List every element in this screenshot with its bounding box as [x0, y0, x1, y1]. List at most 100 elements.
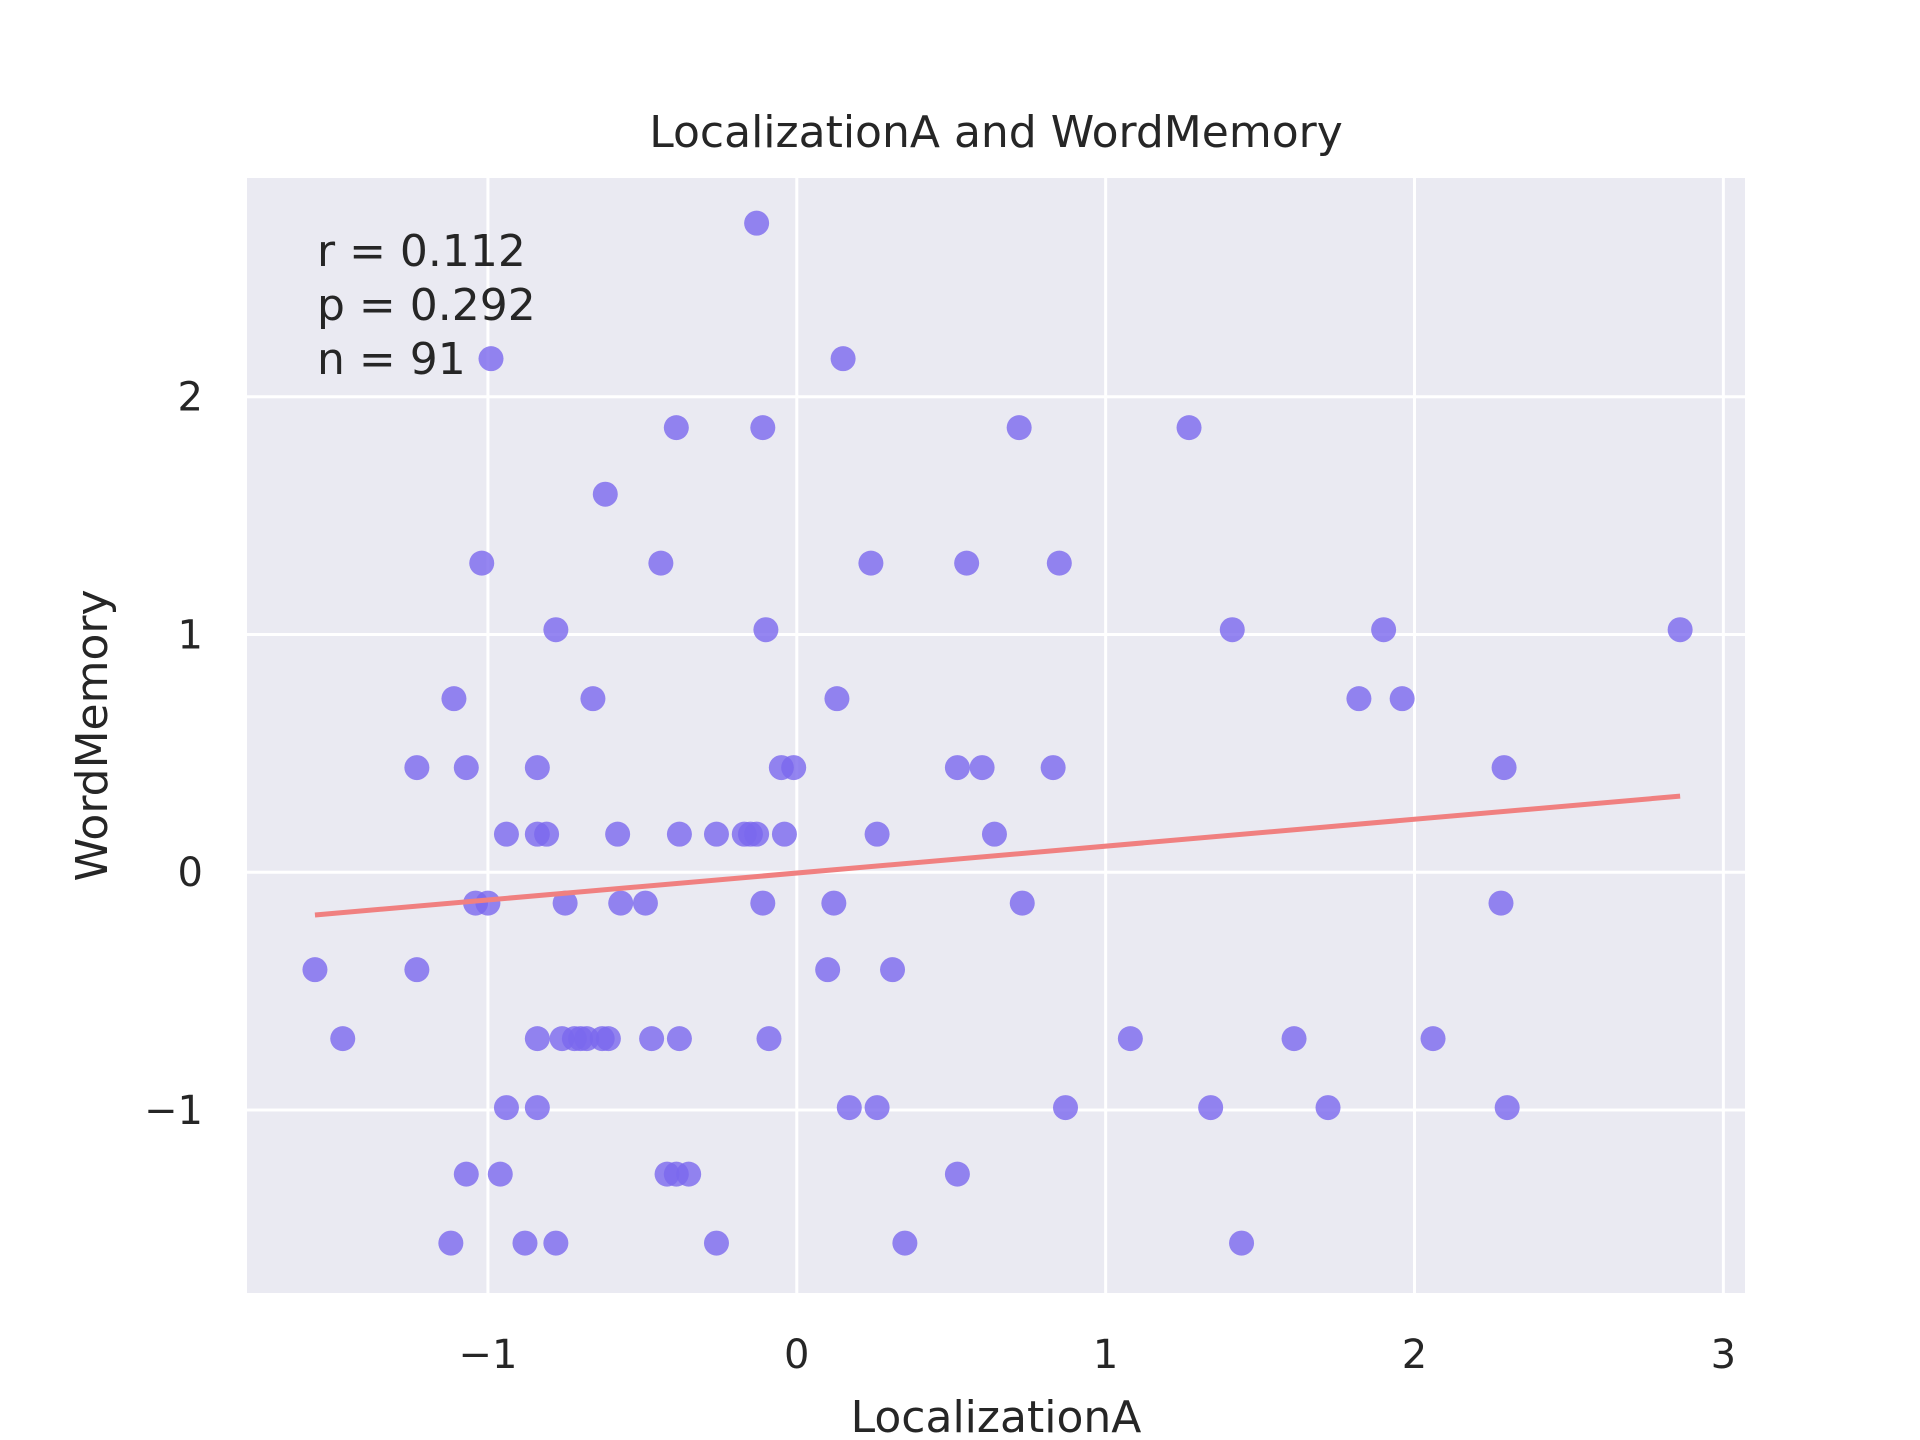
scatter-point: [404, 755, 430, 781]
scatter-point: [493, 821, 519, 847]
scatter-point: [1488, 890, 1514, 916]
scatter-point: [469, 550, 495, 576]
scatter-point: [824, 686, 850, 712]
scatter-point: [595, 1026, 621, 1052]
scatter-point: [552, 890, 578, 916]
scatter-point: [1229, 1230, 1255, 1256]
scatter-point: [954, 550, 980, 576]
scatter-point: [821, 890, 847, 916]
scatter-point: [639, 1026, 665, 1052]
scatter-point: [753, 617, 779, 643]
scatter-point: [1389, 686, 1415, 712]
y-axis-label: WordMemory: [67, 589, 118, 881]
scatter-point: [487, 1161, 513, 1187]
x-tick-label: −1: [458, 1332, 517, 1378]
scatter-point: [438, 1230, 464, 1256]
scatter-point: [836, 1095, 862, 1121]
scatter-point: [981, 821, 1007, 847]
scatter-point: [1491, 755, 1517, 781]
x-tick-labels: −1 0 1 2 3: [458, 1332, 1736, 1378]
x-tick-label: 0: [784, 1332, 809, 1378]
y-tick-labels: −1 0 1 2: [144, 375, 203, 1134]
scatter-point: [453, 1161, 479, 1187]
scatter-point: [592, 481, 618, 507]
stat-r-value: r = 0.112: [317, 226, 526, 277]
scatter-point: [666, 821, 692, 847]
scatter-point: [1046, 550, 1072, 576]
scatter-point: [744, 821, 770, 847]
y-tick-label: 1: [178, 612, 203, 658]
data-points: [302, 210, 1693, 1256]
scatter-point: [475, 890, 501, 916]
scatter-point: [1052, 1095, 1078, 1121]
scatter-point: [478, 346, 504, 372]
scatter-point: [493, 1095, 519, 1121]
scatter-point: [666, 1026, 692, 1052]
scatter-point: [1420, 1026, 1446, 1052]
scatter-point: [524, 1095, 550, 1121]
scatter-point: [892, 1230, 918, 1256]
scatter-point: [815, 957, 841, 983]
scatter-point: [858, 550, 884, 576]
scatter-point: [1315, 1095, 1341, 1121]
scatter-point: [756, 1026, 782, 1052]
scatter-point: [441, 686, 467, 712]
scatter-point: [608, 890, 634, 916]
scatter-point: [543, 1230, 569, 1256]
scatter-point: [1667, 617, 1693, 643]
scatter-point: [1281, 1026, 1307, 1052]
scatter-point: [302, 957, 328, 983]
scatter-point: [744, 210, 770, 236]
scatter-point: [1117, 1026, 1143, 1052]
scatter-point: [524, 1026, 550, 1052]
chart-title: LocalizationA and WordMemory: [649, 107, 1343, 158]
y-tick-label: 2: [178, 375, 203, 421]
scatter-point: [512, 1230, 538, 1256]
scatter-point: [1176, 415, 1202, 441]
scatter-point: [880, 957, 906, 983]
scatter-point: [580, 686, 606, 712]
scatter-point: [1346, 686, 1372, 712]
scatter-point: [605, 821, 631, 847]
scatter-point: [750, 890, 776, 916]
scatter-point: [1009, 890, 1035, 916]
regression-line: [314, 793, 1681, 918]
scatter-point: [534, 821, 560, 847]
y-tick-label: −1: [144, 1088, 203, 1134]
scatter-point: [830, 346, 856, 372]
scatter-point: [781, 755, 807, 781]
scatter-point: [1371, 617, 1397, 643]
stat-n-value: n = 91: [317, 334, 466, 385]
y-tick-label: 0: [178, 850, 203, 896]
scatter-point: [648, 550, 674, 576]
scatter-point: [1219, 617, 1245, 643]
scatter-point: [632, 890, 658, 916]
scatter-point: [864, 821, 890, 847]
scatter-point: [676, 1161, 702, 1187]
x-tick-label: 2: [1402, 1332, 1427, 1378]
plot-area: [247, 178, 1745, 1293]
x-tick-label: 3: [1711, 1332, 1736, 1378]
stat-p-value: p = 0.292: [317, 280, 536, 331]
scatter-point: [1494, 1095, 1520, 1121]
x-axis-label: LocalizationA: [851, 1392, 1142, 1440]
scatter-point: [944, 1161, 970, 1187]
scatter-point: [1006, 415, 1032, 441]
scatter-point: [771, 821, 797, 847]
scatter-point: [750, 415, 776, 441]
scatter-point: [1040, 755, 1066, 781]
scatter-point: [524, 755, 550, 781]
x-tick-label: 1: [1093, 1332, 1118, 1378]
scatter-point: [1198, 1095, 1224, 1121]
scatter-point: [404, 957, 430, 983]
scatter-point: [330, 1026, 356, 1052]
scatter-point: [944, 755, 970, 781]
scatter-point: [453, 755, 479, 781]
scatter-point: [969, 755, 995, 781]
scatter-point: [663, 415, 689, 441]
scatter-point: [864, 1095, 890, 1121]
scatter-point: [703, 821, 729, 847]
scatter-point: [543, 617, 569, 643]
